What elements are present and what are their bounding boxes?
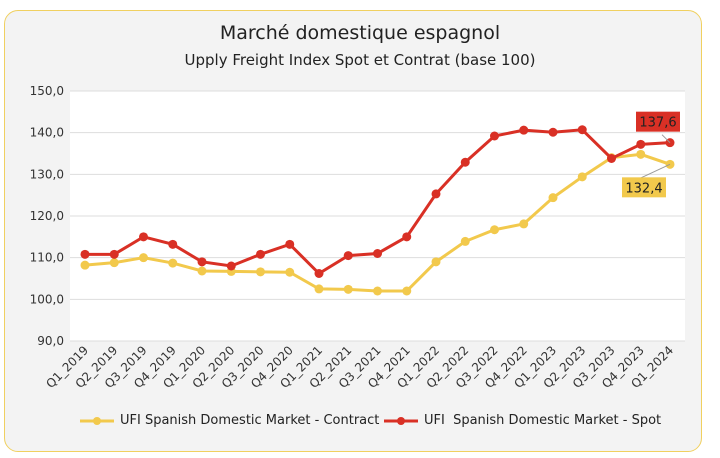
data-point	[139, 232, 148, 242]
y-tick-label: 110,0	[30, 251, 64, 265]
data-point	[168, 239, 178, 249]
data-point	[197, 266, 207, 276]
data-point	[577, 125, 587, 135]
data-point	[139, 253, 148, 263]
data-label-box	[622, 177, 666, 198]
data-point	[256, 267, 265, 277]
data-point	[519, 219, 529, 229]
y-tick-label: 100,0	[30, 292, 64, 306]
data-point	[109, 249, 119, 259]
data-point	[460, 157, 470, 167]
data-point	[636, 149, 646, 159]
y-tick-label: 140,0	[30, 126, 64, 140]
data-point	[402, 232, 412, 242]
data-point	[226, 261, 236, 271]
data-point	[548, 127, 558, 137]
data-point	[314, 284, 324, 294]
legend-label-contract: UFI Spanish Domestic Market - Contract	[120, 413, 380, 428]
data-point	[431, 257, 441, 267]
data-label: 132,4	[625, 181, 662, 196]
data-point	[285, 267, 295, 277]
legend-item-contract: UFI Spanish Domestic Market - Contract	[80, 413, 379, 428]
data-point	[80, 260, 90, 270]
data-point	[373, 286, 382, 296]
data-point	[490, 225, 499, 235]
data-point	[607, 154, 616, 163]
data-point	[548, 193, 558, 203]
legend-item-spot: UFI Spanish Domestic Market - Spot	[384, 413, 661, 428]
data-point	[373, 249, 382, 258]
data-point	[80, 249, 90, 259]
data-point	[343, 284, 353, 294]
data-point	[402, 286, 412, 296]
y-tick-label: 130,0	[30, 167, 64, 181]
data-label: 137,6	[639, 116, 676, 131]
label-leader-line	[639, 163, 671, 179]
data-point	[197, 257, 207, 267]
data-point	[460, 236, 470, 246]
data-point	[314, 269, 324, 278]
y-tick-label: 90,0	[37, 334, 64, 348]
data-point	[577, 172, 587, 182]
legend-label-spot: UFI Spanish Domestic Market - Spot	[424, 413, 662, 428]
chart-subtitle: Upply Freight Index Spot et Contrat (bas…	[184, 51, 536, 69]
data-point	[285, 239, 295, 249]
data-point	[490, 131, 499, 141]
data-point	[343, 251, 353, 261]
chart-title: Marché domestique espagnol	[219, 22, 501, 44]
y-tick-label: 150,0	[30, 84, 64, 98]
data-point	[109, 258, 119, 268]
data-point	[431, 189, 441, 199]
data-point	[256, 249, 265, 259]
data-point	[168, 258, 178, 268]
data-point	[636, 139, 646, 149]
y-tick-label: 120,0	[30, 209, 64, 223]
label-leader-line	[661, 134, 671, 144]
data-label-box	[636, 111, 680, 132]
data-point	[519, 125, 529, 135]
